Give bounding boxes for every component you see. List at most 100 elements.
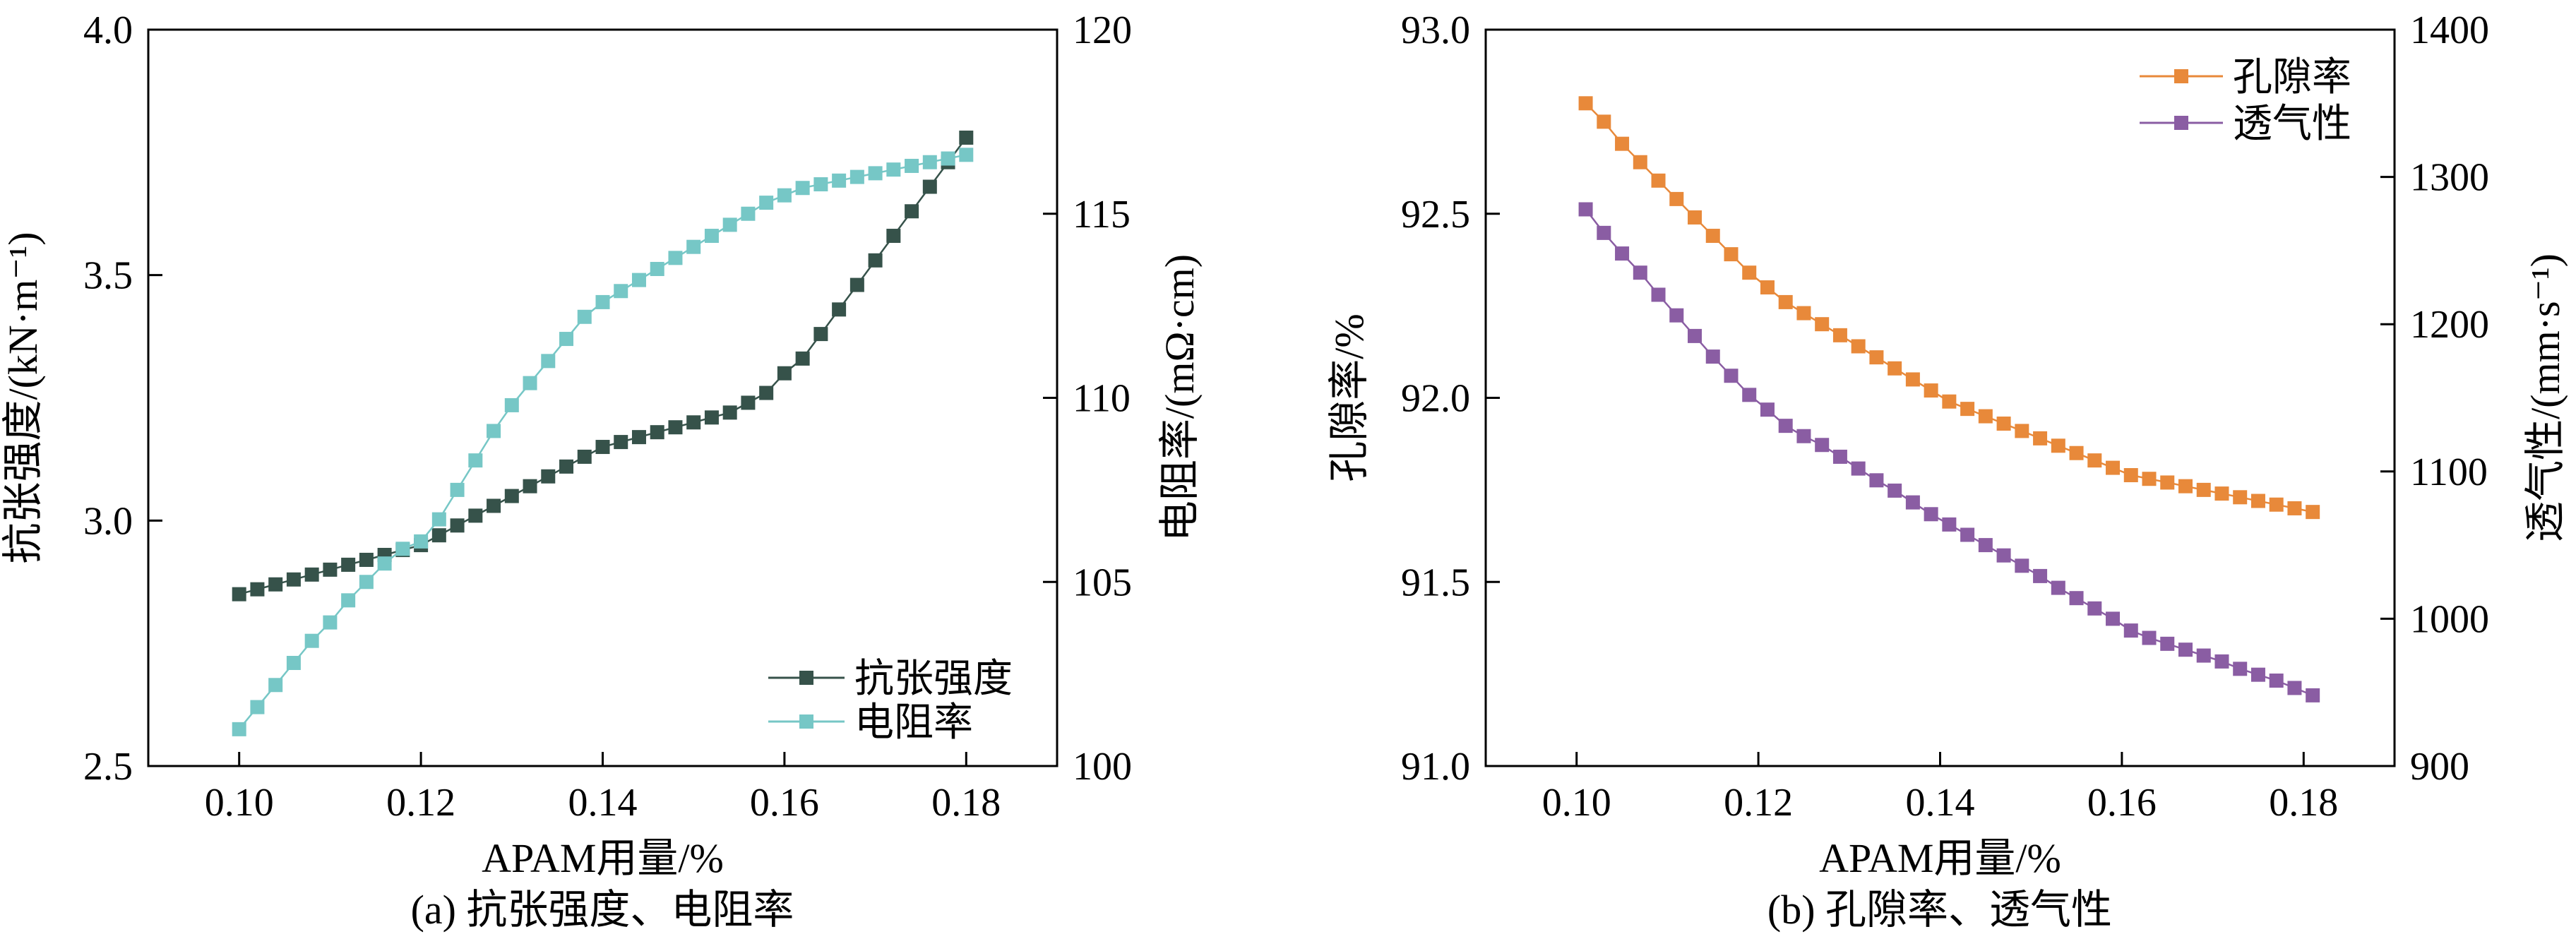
data-point [2015, 424, 2029, 438]
x-tick-label: 0.12 [1724, 781, 1793, 825]
data-point [777, 366, 792, 381]
data-point [686, 415, 701, 430]
data-point [523, 376, 537, 390]
data-point [341, 557, 356, 572]
y2-tick-label: 1200 [2410, 303, 2489, 347]
data-point [2123, 623, 2138, 638]
data-point [2250, 494, 2265, 508]
data-point [1869, 350, 1884, 365]
data-point [1888, 361, 1902, 376]
data-point [2106, 611, 2121, 626]
x-tick-label: 0.14 [568, 781, 638, 825]
data-point [577, 309, 592, 324]
data-point [650, 425, 664, 440]
data-point [2233, 490, 2248, 505]
data-point [2214, 486, 2229, 501]
data-point [813, 327, 828, 342]
data-point [523, 479, 537, 494]
series-line [239, 137, 967, 595]
series-1 [232, 148, 974, 736]
data-point [2160, 475, 2175, 490]
data-point [559, 459, 574, 474]
y-axis-title: 抗张强度/(kN·m⁻¹) [0, 232, 46, 563]
data-point [1815, 317, 1830, 332]
data-point [2015, 558, 2029, 573]
data-point [722, 217, 737, 232]
y-tick-label: 92.5 [1401, 193, 1470, 237]
y-tick-label: 91.0 [1401, 745, 1470, 789]
y2-tick-label: 115 [1073, 193, 1131, 237]
data-point [2123, 468, 2138, 483]
data-point [668, 251, 683, 265]
data-point [2269, 674, 2284, 688]
data-point [504, 397, 519, 412]
y2-tick-label: 100 [1073, 745, 1132, 789]
legend-item: 电阻率 [768, 701, 973, 745]
data-point [2306, 688, 2320, 702]
data-point [1742, 388, 1757, 402]
data-point [868, 253, 883, 268]
y2-tick-label: 110 [1073, 377, 1131, 421]
data-point [2051, 438, 2065, 453]
data-point [686, 239, 701, 254]
data-point [722, 405, 737, 420]
data-point [2051, 580, 2065, 595]
data-point [1742, 265, 1757, 280]
data-point [813, 177, 828, 192]
data-point [1796, 429, 1811, 443]
data-point [468, 508, 483, 523]
data-point [2287, 501, 2302, 515]
data-point [1578, 202, 1593, 217]
y-tick-label: 3.5 [83, 254, 133, 298]
data-point [795, 351, 810, 366]
data-point [2142, 472, 2157, 486]
data-point [1960, 527, 1975, 542]
y2-tick-label: 1000 [2410, 597, 2489, 641]
data-point [1669, 308, 1684, 323]
series-line [1585, 102, 2313, 513]
data-point [1796, 306, 1811, 321]
x-tick-label: 0.16 [750, 781, 819, 825]
y2-tick-label: 1100 [2410, 450, 2488, 494]
y-tick-label: 93.0 [1401, 8, 1470, 52]
data-point [759, 385, 774, 400]
data-point [1578, 96, 1593, 111]
y-tick-label: 91.5 [1401, 561, 1470, 604]
data-point [468, 453, 483, 468]
x-tick-label: 0.10 [1542, 781, 1611, 825]
legend-label: 抗张强度 [854, 657, 1013, 701]
data-point [377, 556, 392, 571]
x-axis-title: APAM用量/% [1819, 835, 2061, 881]
data-point [650, 261, 664, 276]
figure-caption: (b) 孔隙率、透气性 [1767, 887, 2112, 933]
y2-tick-label: 1400 [2410, 8, 2489, 52]
data-point [2196, 648, 2211, 663]
data-point [286, 655, 301, 670]
data-point [1688, 328, 1703, 343]
y2-tick-label: 120 [1073, 8, 1132, 52]
series-0 [232, 130, 974, 602]
data-point [1978, 538, 1993, 553]
data-point [1851, 461, 1866, 476]
data-point [395, 542, 410, 556]
y-tick-label: 2.5 [83, 745, 133, 789]
y-tick-label: 4.0 [83, 8, 133, 52]
data-point [304, 567, 319, 582]
data-point [1724, 369, 1739, 383]
data-point [1978, 409, 1993, 424]
data-point [741, 395, 756, 410]
legend-marker [799, 671, 813, 685]
legend-label: 电阻率 [854, 701, 973, 745]
y2-tick-label: 105 [1073, 561, 1132, 604]
x-tick-label: 0.18 [2269, 781, 2338, 825]
data-point [1651, 287, 1666, 302]
y2-axis-title: 电阻率/(mΩ·cm) [1157, 254, 1203, 542]
data-point [359, 575, 374, 590]
data-point [1778, 294, 1793, 309]
data-point [959, 148, 974, 162]
data-point [341, 593, 356, 608]
data-point [1615, 136, 1630, 151]
data-point [832, 173, 847, 188]
series-line [1585, 208, 2313, 697]
